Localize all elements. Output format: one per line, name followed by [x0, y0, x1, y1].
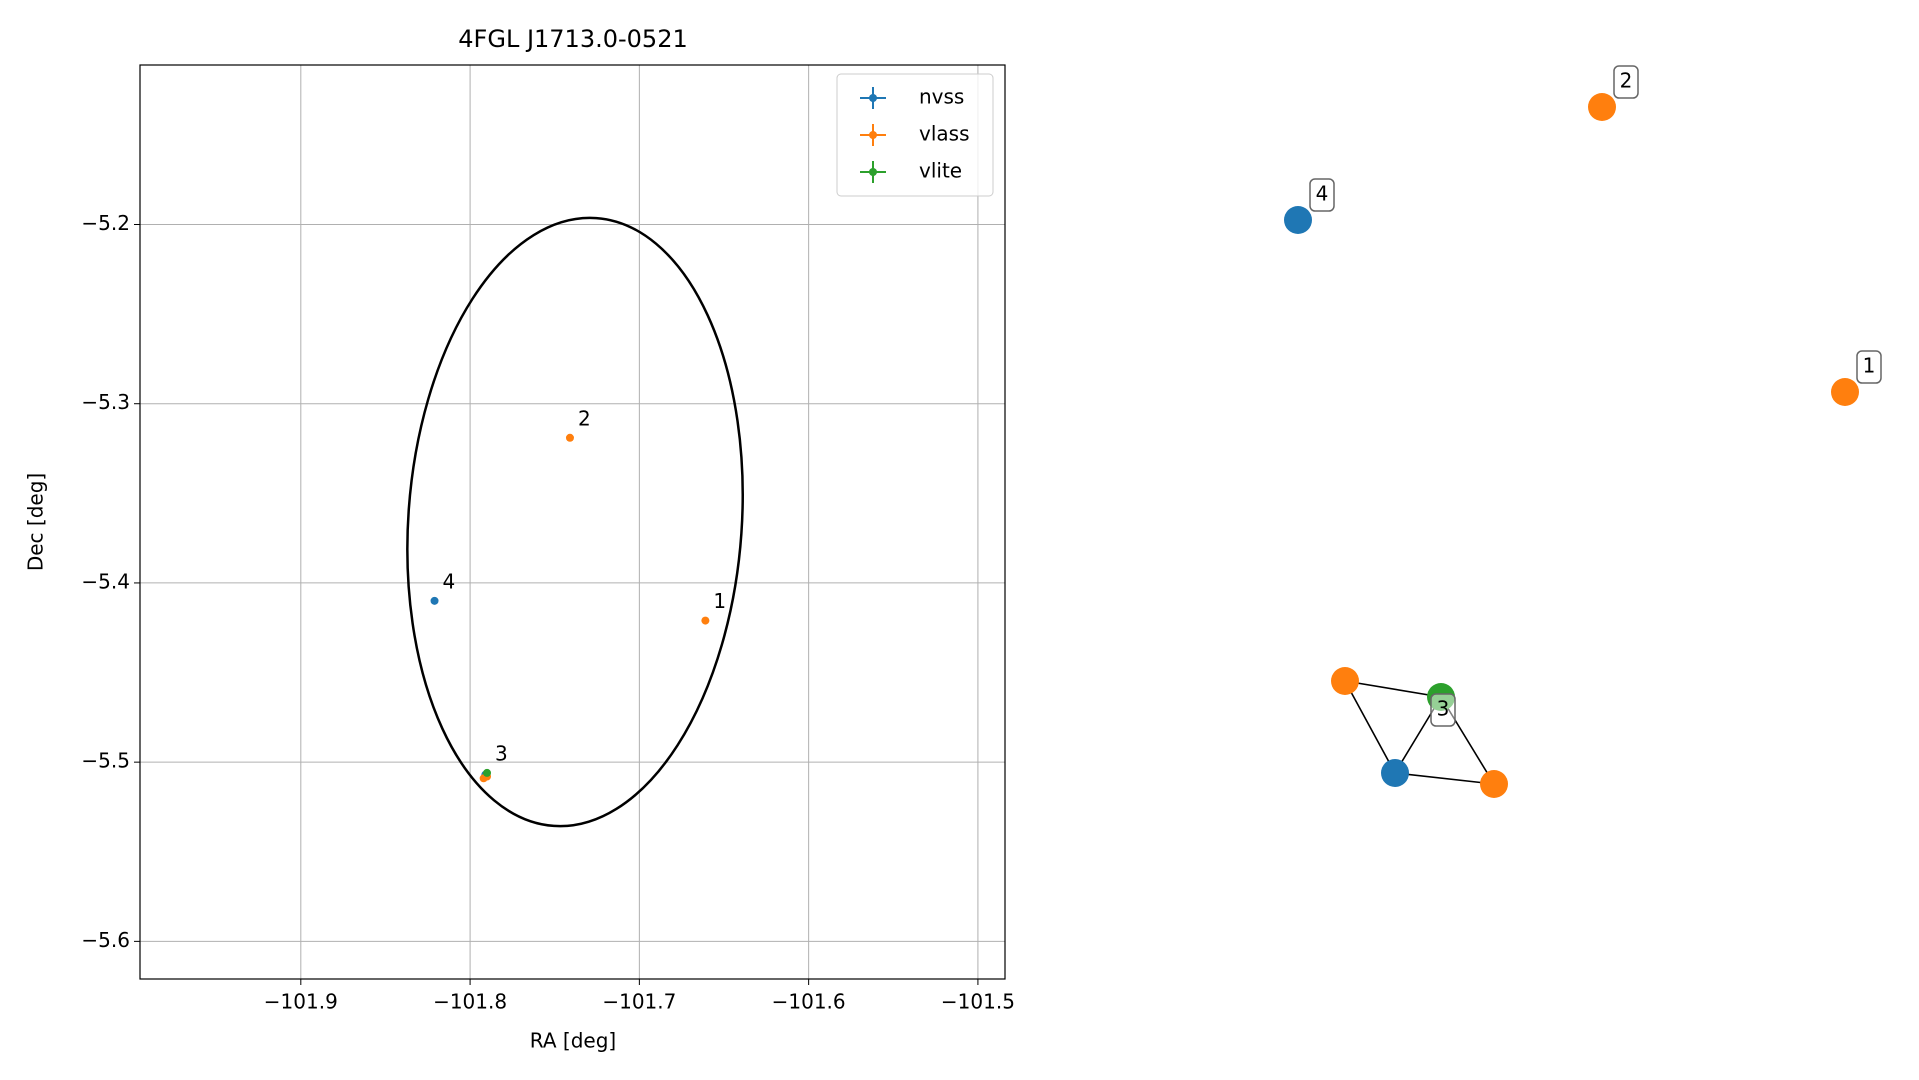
y-tick-label: −5.4 — [81, 569, 130, 593]
x-tick-label: −101.7 — [602, 990, 676, 1014]
annotation: 3 — [495, 741, 508, 765]
node-label-box — [1613, 65, 1639, 99]
node — [1381, 759, 1409, 787]
legend-label: nvss — [919, 85, 964, 109]
y-axis-label: Dec [deg] — [24, 473, 48, 571]
legend-marker — [869, 94, 877, 102]
data-point — [430, 596, 439, 605]
data-point — [565, 433, 574, 442]
legend-box — [836, 73, 994, 197]
x-axis-label: RA [deg] — [530, 1029, 616, 1053]
error-ellipse — [406, 216, 744, 828]
node-label: 1 — [1863, 354, 1876, 378]
node-label: 3 — [1437, 697, 1450, 721]
node — [1831, 378, 1859, 406]
x-tick-label: −101.5 — [941, 990, 1015, 1014]
node-label: 4 — [1316, 182, 1329, 206]
y-tick-label: −5.3 — [81, 390, 130, 414]
annotation: 4 — [443, 569, 456, 593]
node — [1331, 667, 1359, 695]
chart-title: 4FGL J1713.0-0521 — [458, 25, 687, 53]
node-label: 2 — [1620, 69, 1633, 93]
legend-label: vlass — [919, 122, 970, 146]
y-tick-label: −5.6 — [81, 928, 130, 952]
annotation: 2 — [578, 406, 591, 430]
data-point — [701, 616, 710, 625]
x-tick-label: −101.6 — [772, 990, 846, 1014]
y-tick-label: −5.5 — [81, 749, 130, 773]
legend-marker — [869, 168, 877, 176]
node — [1284, 206, 1312, 234]
plot-frame — [139, 64, 1006, 980]
edge — [1344, 680, 1442, 698]
node — [1480, 770, 1508, 798]
node — [1588, 93, 1616, 121]
node-label-box — [1856, 350, 1882, 384]
x-tick-label: −101.9 — [264, 990, 338, 1014]
node-label-box — [1430, 693, 1456, 727]
y-tick-label: −5.2 — [81, 211, 130, 235]
legend-marker — [869, 131, 877, 139]
edge — [1394, 772, 1495, 785]
node-label-box — [1309, 178, 1335, 212]
legend-label: vlite — [919, 159, 962, 183]
edge — [1344, 680, 1396, 774]
annotation: 1 — [713, 589, 726, 613]
x-tick-label: −101.8 — [433, 990, 507, 1014]
data-point — [483, 768, 492, 777]
